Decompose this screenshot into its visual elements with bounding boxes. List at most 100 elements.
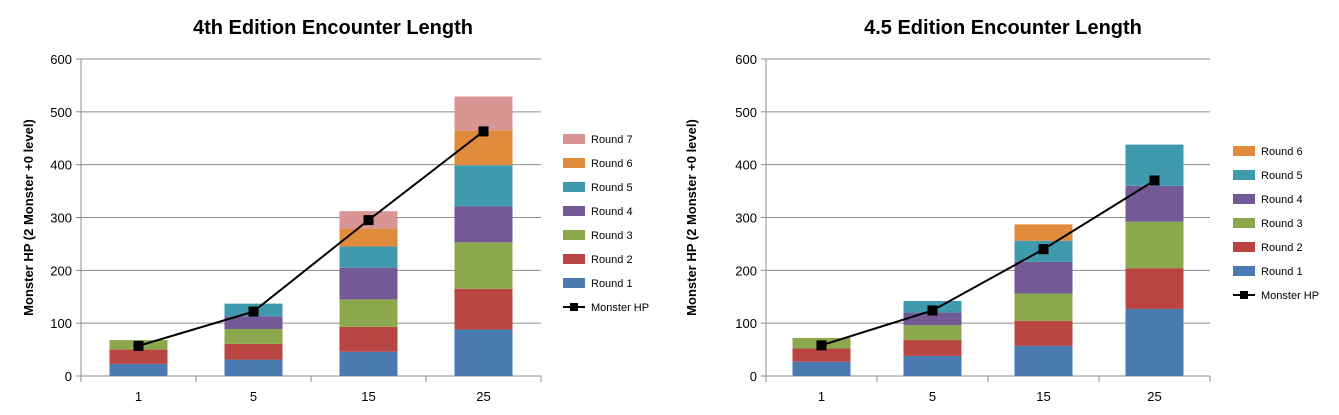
chart-title: 4th Edition Encounter Length — [193, 17, 473, 39]
legend-label: Round 4 — [591, 206, 633, 218]
legend-swatch — [563, 206, 585, 216]
monster-hp-marker — [1038, 244, 1049, 255]
bar-segment-round-2 — [792, 348, 851, 362]
bar-segment-round-3 — [339, 299, 398, 327]
x-tick-label: 1 — [135, 389, 142, 404]
bar-segment-round-1 — [224, 359, 283, 376]
legend-label: Round 6 — [1261, 146, 1303, 158]
bar-segment-round-4 — [1014, 261, 1073, 294]
legend-swatch — [563, 230, 585, 240]
legend-swatch — [1233, 146, 1255, 156]
x-tick-label: 15 — [1036, 389, 1050, 404]
bar-segment-round-4 — [224, 316, 283, 329]
x-tick-label: 1 — [818, 389, 825, 404]
bar-segment-round-1 — [109, 363, 168, 376]
y-tick-label: 100 — [50, 316, 72, 331]
monster-hp-line — [138, 130, 485, 347]
bar-segment-round-5 — [339, 246, 398, 268]
y-tick-label: 300 — [735, 211, 757, 226]
x-tick-label: 15 — [361, 389, 375, 404]
y-tick-label: 400 — [50, 158, 72, 173]
x-tick-label: 25 — [476, 389, 490, 404]
bar-segment-round-2 — [454, 288, 513, 330]
chart-4th-edition-svg: 4th Edition Encounter Length 0 100 200 300 40… — [21, 17, 649, 404]
y-tick-label: 500 — [735, 105, 757, 120]
bar-segment-round-4 — [1125, 185, 1184, 222]
bar-segment-round-1 — [903, 355, 962, 376]
y-tick-label: 500 — [50, 105, 72, 120]
bar-segment-round-1 — [1014, 345, 1073, 376]
legend-label: Monster HP — [1261, 290, 1319, 302]
y-tick-label: 0 — [65, 369, 72, 384]
bar-segment-round-2 — [1014, 321, 1073, 346]
legend-swatch — [1233, 266, 1255, 276]
legend-label: Round 5 — [591, 182, 633, 194]
legend-line-marker — [570, 303, 578, 311]
chart-4-5-edition: 4.5 Edition Encounter Length 0 100 200 300 40… — [670, 0, 1339, 415]
bar-segment-round-3 — [903, 325, 962, 341]
bar-segment-round-5 — [454, 165, 513, 207]
bar-segment-round-1 — [1125, 308, 1184, 376]
bar-segment-round-1 — [454, 329, 513, 376]
y-tick-label: 100 — [735, 316, 757, 331]
y-tick-label: 600 — [735, 52, 757, 67]
legend-swatch — [1233, 194, 1255, 204]
bar-segment-round-6 — [1014, 224, 1073, 241]
legend-label: Round 7 — [591, 134, 633, 146]
bar-segment-round-2 — [224, 343, 283, 360]
bar-segment-round-1 — [792, 361, 851, 376]
legend-label: Monster HP — [591, 302, 649, 314]
legend-label: Round 5 — [1261, 170, 1303, 182]
legend-label: Round 1 — [1261, 266, 1303, 278]
y-tick-label: 400 — [735, 158, 757, 173]
x-tick-label: 5 — [929, 389, 936, 404]
legend-label: Round 4 — [1261, 194, 1303, 206]
legend-label: Round 1 — [591, 278, 633, 290]
legend-swatch — [563, 158, 585, 168]
legend-swatch — [563, 134, 585, 144]
legend-swatch — [563, 278, 585, 288]
legend-swatch — [563, 254, 585, 264]
legend-label: Round 2 — [591, 254, 633, 266]
legend-swatch — [563, 182, 585, 192]
bar-segment-round-2 — [903, 340, 962, 356]
monster-hp-marker — [248, 306, 259, 317]
y-axis-label: Monster HP (2 Monster +0 level) — [684, 119, 699, 316]
monster-hp-marker — [816, 340, 827, 351]
bar-segment-round-3 — [1014, 293, 1073, 322]
legend-label: Round 3 — [591, 230, 633, 242]
x-tick-label: 25 — [1147, 389, 1161, 404]
monster-hp-marker — [927, 305, 938, 316]
chart-4th-edition: 4th Edition Encounter Length 0 100 200 300 40… — [21, 17, 649, 404]
bar-segment-round-2 — [339, 326, 398, 352]
x-tick-label: 5 — [250, 389, 257, 404]
bar-segment-round-3 — [224, 328, 283, 344]
monster-hp-marker — [1149, 175, 1160, 186]
bar-segment-round-1 — [339, 351, 398, 376]
legend-swatch — [1233, 242, 1255, 252]
legend-swatch — [1233, 218, 1255, 228]
legend-label: Round 6 — [591, 158, 633, 170]
bar-segment-round-2 — [109, 349, 168, 364]
y-tick-label: 200 — [50, 263, 72, 278]
legend-swatch — [1233, 170, 1255, 180]
bar-segment-round-2 — [1125, 268, 1184, 309]
y-tick-label: 300 — [50, 211, 72, 226]
legend-label: Round 2 — [1261, 242, 1303, 254]
chart-title: 4.5 Edition Encounter Length — [864, 17, 1142, 39]
monster-hp-marker — [478, 126, 489, 137]
y-tick-label: 200 — [735, 263, 757, 278]
y-axis-label: Monster HP (2 Monster +0 level) — [21, 119, 36, 316]
monster-hp-marker — [363, 215, 374, 226]
bar-segment-round-3 — [1125, 221, 1184, 269]
bar-segment-round-4 — [339, 267, 398, 300]
legend-line-marker — [1240, 291, 1248, 299]
y-tick-label: 0 — [750, 369, 757, 384]
bar-segment-round-4 — [454, 206, 513, 243]
monster-hp-marker — [133, 340, 144, 351]
monster-hp-line — [821, 179, 1156, 347]
y-tick-label: 600 — [50, 52, 72, 67]
chart-4-5-edition-svg: 4.5 Edition Encounter Length 0 100 200 300 40… — [684, 17, 1319, 404]
bar-segment-round-6 — [339, 228, 398, 247]
legend-label: Round 3 — [1261, 218, 1303, 230]
